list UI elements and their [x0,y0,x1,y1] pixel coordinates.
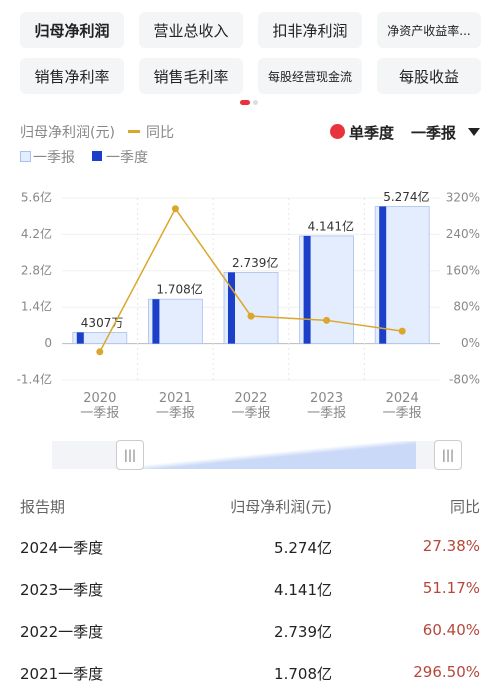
x-tick-label: 2021 一季报 [155,391,195,421]
chart: 5.6亿 4.2亿 2.8亿 1.4亿 0 -1.4亿 320% 240% 160% 80% 0% -… [17,189,480,387]
y2-tick-label: 80% [453,300,480,314]
data-label: 4.141亿 [308,218,354,233]
tab[interactable]: 每股收益 [377,58,481,94]
tab[interactable]: 销售净利率 [20,58,124,94]
slider-handle[interactable]: ||| [116,440,144,470]
y-tick-label: 5.6亿 [21,190,52,205]
bar [379,206,387,344]
y2-tick-label: -80% [449,373,480,387]
y2-tick-label: 240% [446,227,480,241]
radio-checked[interactable] [330,124,345,139]
page-dot-active [240,100,250,105]
y-tick-label: 2.8亿 [21,262,52,277]
bar [303,235,311,344]
data-label: 5.274亿 [383,189,429,204]
chart-title: 归母净利润(元) [20,125,115,141]
table-cell: 2.739亿 [274,623,332,641]
dropdown-arrow[interactable] [468,128,480,136]
y2-tick-label: 320% [446,191,480,205]
y-tick-label: 1.4亿 [21,299,52,314]
y-tick-label: 4.2亿 [21,226,52,241]
bar [228,272,235,344]
bar [76,332,84,344]
line-point [96,348,104,356]
tab[interactable]: 每股经营现金流 [258,58,362,94]
x-tick-label: 2024 一季报 [382,391,422,421]
y2-tick-label: 0% [461,336,480,350]
line-point [398,327,406,335]
y-tick-label: -1.4亿 [17,372,52,387]
tab[interactable]: 销售毛利率 [139,58,243,94]
bar [152,299,160,344]
table-cell: 4.141亿 [274,581,332,599]
tab[interactable]: 扣非净利润 [258,12,362,48]
data-label: 1.708亿 [156,282,202,297]
table-cell: 1.708亿 [274,665,332,683]
table-cell: 2022一季度 [20,623,104,641]
table-cell: 60.40% [422,621,480,639]
x-tick-label: 2022 一季报 [231,391,271,421]
page-dot [253,100,258,105]
line-point [323,316,331,324]
table-cell: 2023一季度 [20,581,104,599]
x-tick-label: 2023 一季报 [307,391,347,421]
table-header: 报告期 [20,498,66,516]
table-cell: 2021一季度 [20,665,104,683]
range-slider-selection [130,441,416,469]
table-cell: 5.274亿 [274,539,332,557]
period-dropdown[interactable]: 一季报 [411,124,457,142]
legend-label: 一季度 [106,150,148,166]
table-cell: 51.17% [422,579,480,597]
tab[interactable]: 归母净利润 [20,12,124,48]
bar [72,332,128,344]
table-cell: 296.50% [413,663,480,681]
radio-label[interactable]: 单季度 [349,124,395,142]
table-header: 同比 [449,498,480,516]
table-header: 归母净利润(元) [230,498,332,516]
legend-swatch [92,151,102,161]
tab[interactable]: 净资产收益率... [377,12,481,48]
y2-tick-label: 160% [446,263,480,277]
legend-label: 同比 [146,125,174,141]
legend-line-swatch [128,130,140,133]
legend-label: 一季报 [33,150,75,166]
y-tick-label: 0 [44,336,52,350]
table-cell: 2024一季度 [20,539,104,557]
legend-swatch [20,151,31,162]
line-point [171,205,179,213]
table-cell: 27.38% [422,537,480,555]
line-point [247,312,255,320]
slider-handle[interactable]: ||| [434,440,462,470]
x-tick-label: 2020 一季报 [80,391,120,421]
tab[interactable]: 营业总收入 [139,12,243,48]
data-label: 2.739亿 [232,255,278,270]
